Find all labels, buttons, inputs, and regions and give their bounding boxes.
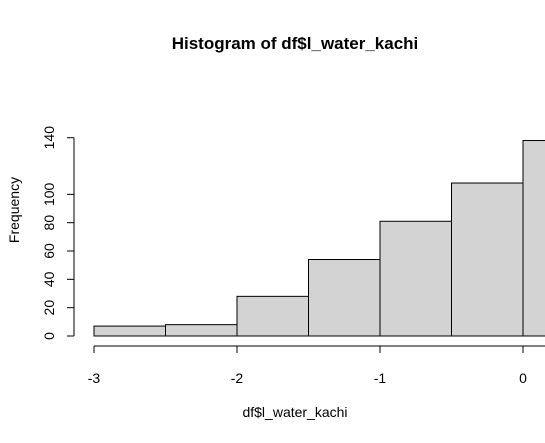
y-tick-label: 60 (41, 243, 57, 259)
x-axis: -3-2-1012 (88, 345, 545, 386)
x-tick-label: -2 (231, 370, 244, 386)
x-tick-label: -3 (88, 370, 101, 386)
histogram-bar (236, 295, 309, 337)
y-tick-label: 80 (41, 215, 57, 231)
y-tick-label: 140 (41, 126, 57, 150)
histogram-bar (379, 220, 452, 337)
histogram-bar (93, 325, 166, 337)
y-tick-label: 100 (41, 182, 57, 206)
histogram-bar (165, 324, 238, 337)
histogram-bar (451, 182, 524, 337)
x-tick-label: -1 (374, 370, 387, 386)
x-tick-label: 0 (519, 370, 527, 386)
y-axis: 0 20 40 60 80 100 140 (41, 126, 75, 340)
y-tick-label: 40 (41, 271, 57, 287)
y-tick-label: 0 (41, 332, 57, 340)
y-tick-label: 20 (41, 300, 57, 316)
histogram-bars (93, 140, 545, 337)
chart-title: Histogram of df$l_water_kachi (172, 34, 419, 53)
histogram-bar (522, 140, 545, 337)
histogram-bar (308, 259, 381, 337)
y-axis-label: Frequency (6, 177, 22, 243)
x-axis-label: df$l_water_kachi (242, 404, 347, 420)
